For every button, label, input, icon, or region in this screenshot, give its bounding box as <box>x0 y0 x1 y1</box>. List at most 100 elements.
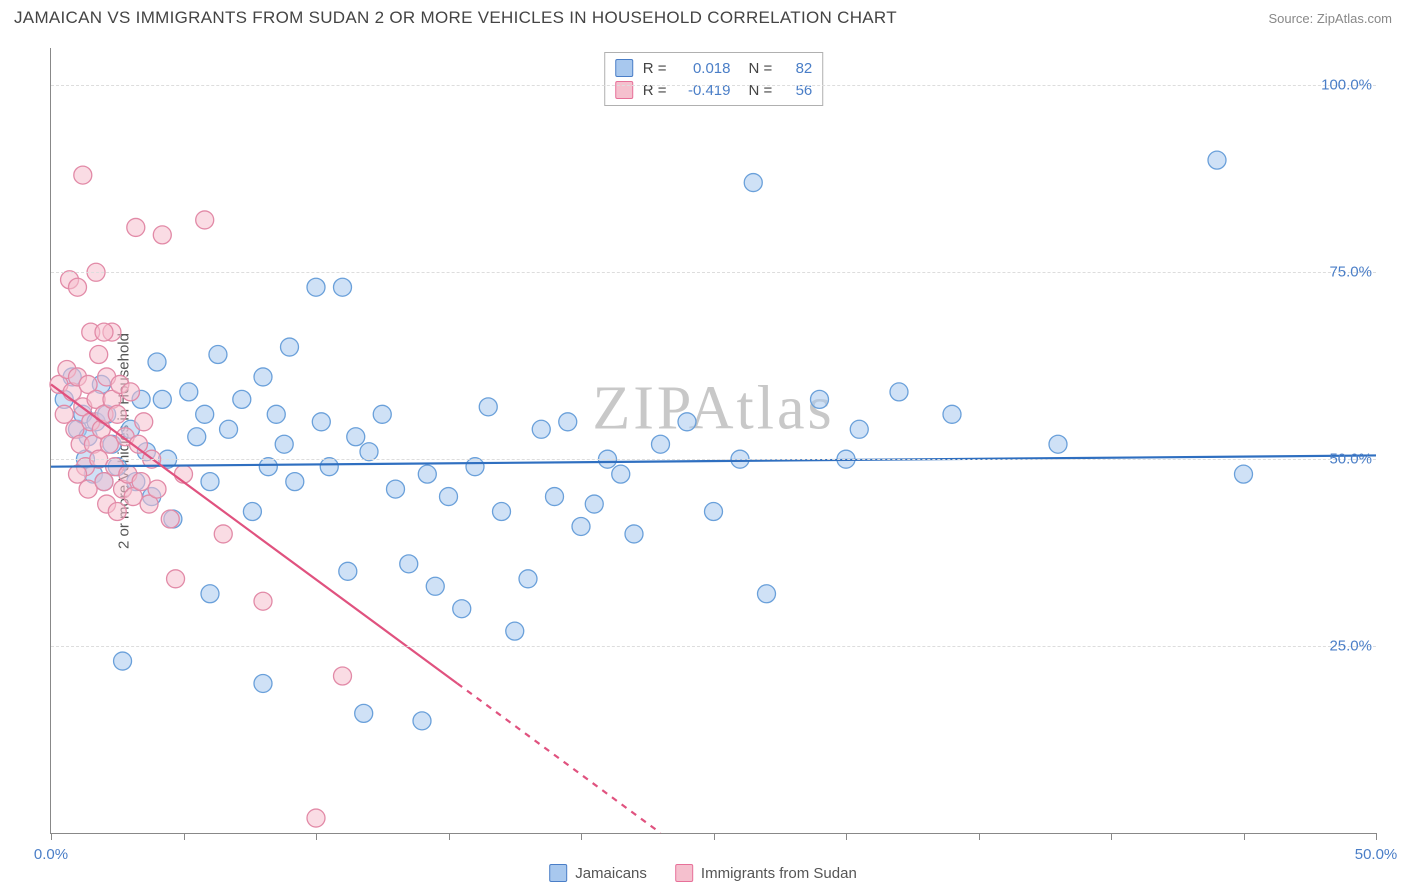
data-point <box>122 383 140 401</box>
x-tick <box>714 833 715 840</box>
data-point <box>559 413 577 431</box>
x-tick-label: 0.0% <box>34 846 68 863</box>
data-point <box>55 405 73 423</box>
data-point <box>652 435 670 453</box>
data-point <box>175 465 193 483</box>
data-point <box>373 405 391 423</box>
n-value: 56 <box>782 82 812 99</box>
source-label: Source: ZipAtlas.com <box>1268 11 1392 26</box>
x-tick <box>581 833 582 840</box>
data-point <box>286 473 304 491</box>
data-point <box>275 435 293 453</box>
data-point <box>493 503 511 521</box>
data-point <box>347 428 365 446</box>
data-point <box>281 338 299 356</box>
data-point <box>148 480 166 498</box>
data-point <box>400 555 418 573</box>
legend-label: Immigrants from Sudan <box>701 865 857 882</box>
data-point <box>201 473 219 491</box>
y-tick-label: 75.0% <box>1329 264 1372 281</box>
data-point <box>519 570 537 588</box>
data-point <box>312 413 330 431</box>
data-point <box>153 390 171 408</box>
legend-swatch <box>549 864 567 882</box>
n-label: N = <box>749 82 773 99</box>
data-point <box>479 398 497 416</box>
data-point <box>360 443 378 461</box>
data-point <box>585 495 603 513</box>
data-point <box>320 458 338 476</box>
data-point <box>572 517 590 535</box>
legend-item: Jamaicans <box>549 864 647 882</box>
data-point <box>108 503 126 521</box>
chart-title: JAMAICAN VS IMMIGRANTS FROM SUDAN 2 OR M… <box>14 8 897 28</box>
legend-item: Immigrants from Sudan <box>675 864 857 882</box>
stats-row: R =-0.419N =56 <box>615 79 813 101</box>
x-tick <box>1376 833 1377 840</box>
data-point <box>426 577 444 595</box>
regression-line <box>51 455 1376 466</box>
stats-box: R =0.018N =82R = -0.419 N = 56 <box>604 52 824 106</box>
data-point <box>307 809 325 827</box>
data-point <box>334 667 352 685</box>
gridline-h <box>51 85 1376 86</box>
data-point <box>201 585 219 603</box>
data-point <box>69 465 87 483</box>
data-point <box>233 390 251 408</box>
data-point <box>307 278 325 296</box>
data-point <box>100 435 118 453</box>
y-tick-label: 50.0% <box>1329 451 1372 468</box>
data-point <box>114 652 132 670</box>
regression-line <box>51 384 457 683</box>
y-tick-label: 100.0% <box>1321 77 1372 94</box>
data-point <box>705 503 723 521</box>
data-point <box>744 174 762 192</box>
data-point <box>69 278 87 296</box>
r-value: -0.419 <box>677 82 731 99</box>
x-tick <box>449 833 450 840</box>
scatter-svg <box>51 48 1376 833</box>
data-point <box>90 346 108 364</box>
data-point <box>180 383 198 401</box>
gridline-h <box>51 459 1376 460</box>
data-point <box>387 480 405 498</box>
data-point <box>209 346 227 364</box>
x-tick <box>979 833 980 840</box>
data-point <box>196 211 214 229</box>
header: JAMAICAN VS IMMIGRANTS FROM SUDAN 2 OR M… <box>0 0 1406 32</box>
data-point <box>161 510 179 528</box>
data-point <box>243 503 261 521</box>
r-label: R = <box>643 60 667 77</box>
data-point <box>259 458 277 476</box>
data-point <box>167 570 185 588</box>
data-point <box>254 368 272 386</box>
data-point <box>532 420 550 438</box>
data-point <box>108 405 126 423</box>
chart-container: 2 or more Vehicles in Household ZIPAtlas… <box>50 48 1376 834</box>
data-point <box>850 420 868 438</box>
data-point <box>132 473 150 491</box>
data-point <box>220 420 238 438</box>
data-point <box>890 383 908 401</box>
data-point <box>196 405 214 423</box>
data-point <box>440 488 458 506</box>
data-point <box>127 218 145 236</box>
gridline-h <box>51 646 1376 647</box>
data-point <box>254 592 272 610</box>
x-tick <box>184 833 185 840</box>
data-point <box>334 278 352 296</box>
data-point <box>214 525 232 543</box>
x-tick <box>1244 833 1245 840</box>
data-point <box>678 413 696 431</box>
stats-row: R =0.018N =82 <box>615 57 813 79</box>
data-point <box>413 712 431 730</box>
data-point <box>153 226 171 244</box>
gridline-h <box>51 272 1376 273</box>
plot-area: ZIPAtlas R =0.018N =82R =-0.419N =56 25.… <box>50 48 1376 834</box>
legend-label: Jamaicans <box>575 865 647 882</box>
data-point <box>943 405 961 423</box>
regression-line-dashed <box>457 683 660 833</box>
bottom-legend: Jamaicans Immigrants from Sudan <box>549 864 857 882</box>
n-value: 82 <box>782 60 812 77</box>
data-point <box>95 323 113 341</box>
